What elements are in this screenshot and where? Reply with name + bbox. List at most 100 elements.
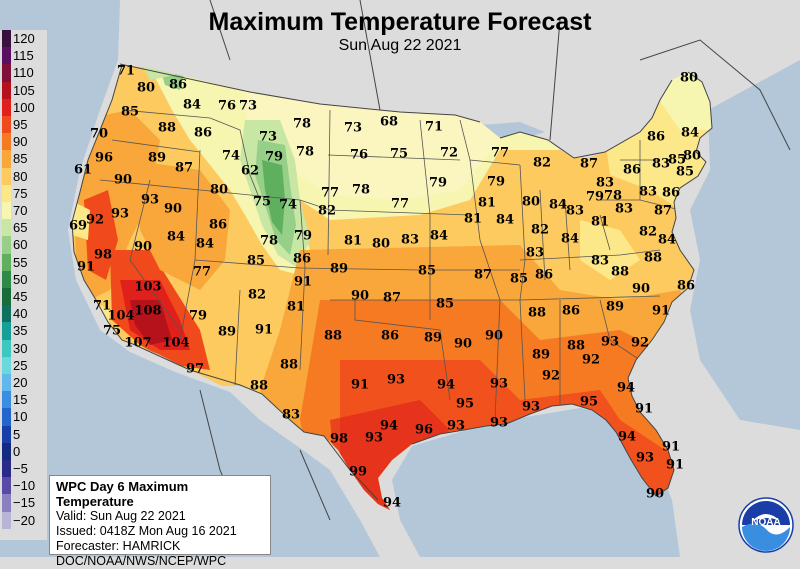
temperature-label: 80 xyxy=(680,71,698,86)
temperature-label: 88 xyxy=(611,265,629,280)
temperature-label: 61 xyxy=(74,163,92,178)
temperature-label: 79 xyxy=(265,150,283,165)
temperature-label: 72 xyxy=(440,146,458,161)
temperature-label: 97 xyxy=(186,362,204,377)
temperature-label: 73 xyxy=(259,130,277,145)
temperature-label: 90 xyxy=(114,173,132,188)
legend-label: 15 xyxy=(13,392,28,408)
temperature-label: 62 xyxy=(241,164,259,179)
legend-label: 105 xyxy=(13,82,35,98)
legend-label: −10 xyxy=(13,478,36,494)
temperature-label: 69 xyxy=(69,219,87,234)
temperature-label: 81 xyxy=(344,234,362,249)
temperature-label: 86 xyxy=(381,329,399,344)
temperature-label: 78 xyxy=(296,145,314,160)
legend-label: 115 xyxy=(13,48,34,64)
temperature-label: 90 xyxy=(632,282,650,297)
legend-swatch xyxy=(2,494,11,513)
temperature-label: 93 xyxy=(522,400,540,415)
temperature-label: 85 xyxy=(121,105,139,120)
temperature-label: 83 xyxy=(282,408,300,423)
noaa-logo-text: NOAA xyxy=(751,517,780,528)
temperature-label: 79 xyxy=(294,229,312,244)
temperature-label: 73 xyxy=(239,99,257,114)
temperature-label: 94 xyxy=(617,381,635,396)
temperature-label: 89 xyxy=(330,262,348,277)
temperature-label: 79 xyxy=(586,190,604,205)
temperature-label: 92 xyxy=(631,336,649,351)
temperature-label: 86 xyxy=(194,126,212,141)
temperature-label: 74 xyxy=(222,149,240,164)
legend-swatch xyxy=(2,202,11,220)
temperature-label: 92 xyxy=(86,213,104,228)
temperature-label: 82 xyxy=(639,225,657,240)
legend-swatch xyxy=(2,167,11,186)
temperature-label: 83 xyxy=(401,233,419,248)
temperature-label: 80 xyxy=(137,81,155,96)
temperature-label: 86 xyxy=(677,279,695,294)
temperature-label: 88 xyxy=(528,306,546,321)
temperature-label: 94 xyxy=(437,378,455,393)
temperature-label: 93 xyxy=(447,419,465,434)
temperature-label: 74 xyxy=(279,198,297,213)
legend-label: 100 xyxy=(13,99,35,115)
temperature-label: 79 xyxy=(189,309,207,324)
temperature-label: 89 xyxy=(148,151,166,166)
temperature-label: 77 xyxy=(321,186,339,201)
info-forecaster: Forecaster: HAMRICK xyxy=(56,539,181,553)
temperature-label: 84 xyxy=(167,230,185,245)
temperature-label: 84 xyxy=(183,98,201,113)
temperature-label: 93 xyxy=(490,377,508,392)
temperature-label: 84 xyxy=(196,237,214,252)
legend-swatch xyxy=(2,184,11,203)
temperature-label: 83 xyxy=(639,185,657,200)
temperature-label: 93 xyxy=(387,373,405,388)
temperature-label: 90 xyxy=(646,487,664,502)
temperature-label: 86 xyxy=(662,186,680,201)
temperature-label: 93 xyxy=(141,193,159,208)
temperature-label: 85 xyxy=(676,165,694,180)
temperature-label: 91 xyxy=(652,304,670,319)
temperature-label: 88 xyxy=(644,251,662,266)
legend-label: −20 xyxy=(13,512,36,528)
legend-swatch xyxy=(2,133,11,151)
temperature-label: 87 xyxy=(580,157,598,172)
temperature-label: 86 xyxy=(293,252,311,267)
legend-label: 10 xyxy=(13,409,28,425)
temperature-label: 96 xyxy=(95,151,113,166)
temperature-label: 71 xyxy=(93,299,111,314)
temperature-label: 87 xyxy=(383,291,401,306)
legend-label: 90 xyxy=(13,134,28,150)
legend-label: 75 xyxy=(13,185,28,201)
temperature-label: 86 xyxy=(209,218,227,233)
legend-label: −5 xyxy=(13,461,28,476)
legend-swatch xyxy=(2,270,11,289)
temperature-label: 96 xyxy=(415,423,433,438)
legend-label: 80 xyxy=(13,168,28,184)
legend-label: 120 xyxy=(13,31,35,46)
legend-label: 45 xyxy=(13,289,28,304)
temperature-label: 88 xyxy=(324,329,342,344)
temperature-label: 91 xyxy=(351,378,369,393)
temperature-label: 77 xyxy=(193,265,211,280)
temperature-label: 88 xyxy=(158,121,176,136)
temperature-label: 79 xyxy=(487,175,505,190)
temperature-label: 90 xyxy=(134,240,152,255)
temperature-label: 89 xyxy=(532,348,550,363)
temperature-label: 78 xyxy=(293,117,311,132)
temperature-label: 75 xyxy=(253,195,271,210)
temperature-label: 80 xyxy=(522,195,540,210)
temperature-label: 86 xyxy=(169,78,187,93)
temperature-label: 93 xyxy=(365,431,383,446)
legend-label: 60 xyxy=(13,237,28,253)
temperature-label: 83 xyxy=(591,254,609,269)
temperature-label: 83 xyxy=(615,202,633,217)
legend-label: 55 xyxy=(13,254,28,270)
temperature-label: 93 xyxy=(601,335,619,350)
temperature-label: 85 xyxy=(510,272,528,287)
temperature-label: 89 xyxy=(424,331,442,346)
temperature-label: 91 xyxy=(77,260,95,275)
temperature-label: 80 xyxy=(372,237,390,252)
legend-label: 30 xyxy=(13,340,28,356)
